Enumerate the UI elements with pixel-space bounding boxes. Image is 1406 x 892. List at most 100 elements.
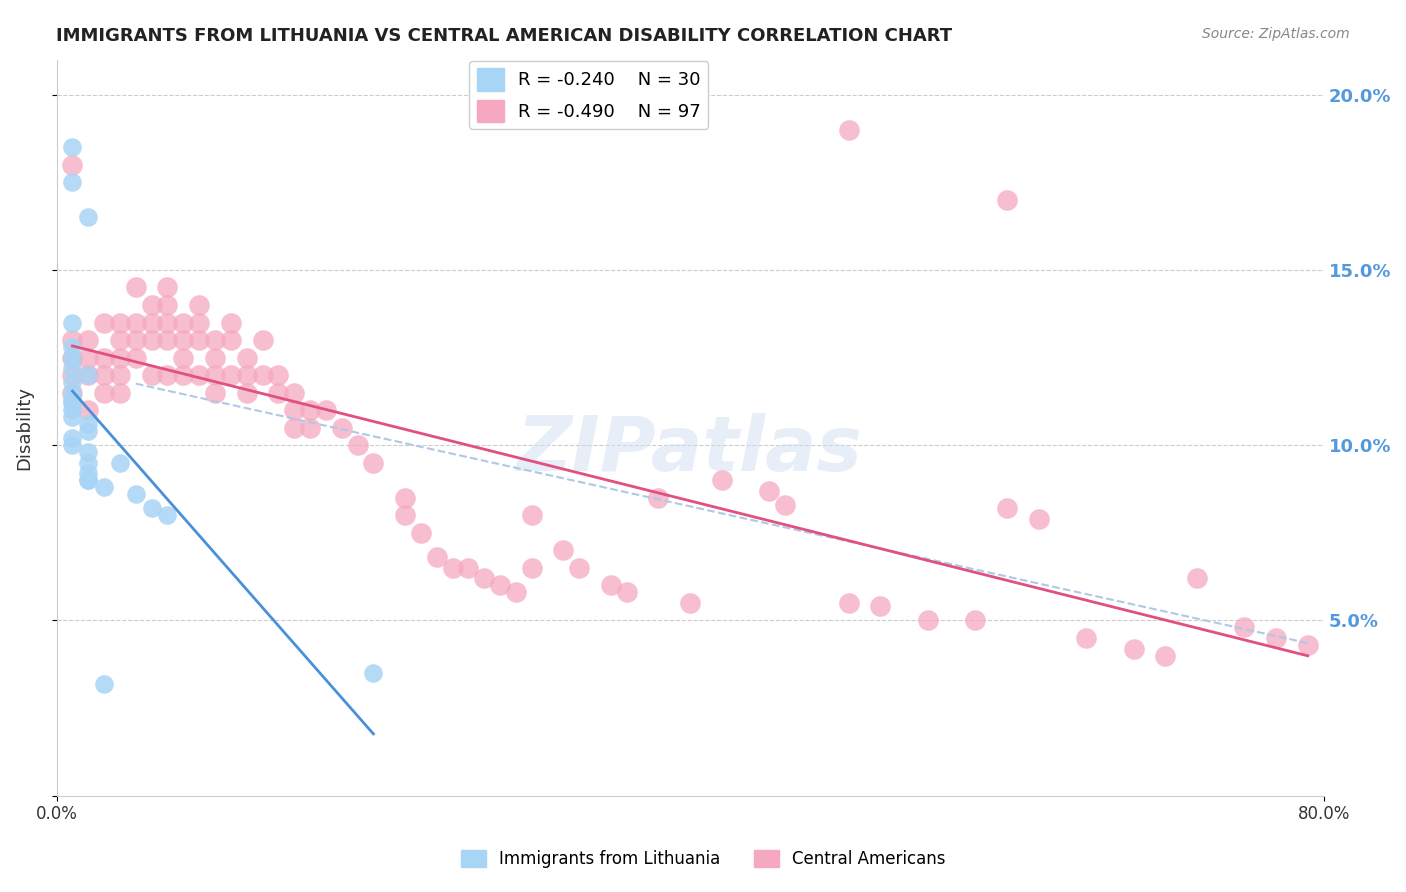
Point xyxy=(172,351,194,365)
Point xyxy=(77,211,100,225)
Point xyxy=(520,508,543,523)
Point xyxy=(426,550,449,565)
Point xyxy=(108,316,131,330)
Point xyxy=(679,596,702,610)
Point xyxy=(298,420,321,434)
Point xyxy=(141,316,163,330)
Point xyxy=(93,676,115,690)
Point xyxy=(108,333,131,347)
Point xyxy=(710,473,733,487)
Point xyxy=(568,561,591,575)
Point xyxy=(62,375,84,389)
Point xyxy=(346,438,368,452)
Point xyxy=(363,666,385,681)
Point xyxy=(394,491,416,505)
Point xyxy=(62,158,84,172)
Text: ZIPatlas: ZIPatlas xyxy=(517,413,863,487)
Point xyxy=(62,140,84,154)
Point xyxy=(62,175,84,189)
Point xyxy=(204,368,226,383)
Point xyxy=(204,385,226,400)
Point xyxy=(108,385,131,400)
Point xyxy=(394,508,416,523)
Point xyxy=(77,456,100,470)
Point xyxy=(108,368,131,383)
Point xyxy=(141,368,163,383)
Point xyxy=(1185,571,1208,585)
Point xyxy=(995,193,1018,207)
Point xyxy=(172,368,194,383)
Point xyxy=(1265,631,1288,645)
Point xyxy=(77,368,100,383)
Text: Source: ZipAtlas.com: Source: ZipAtlas.com xyxy=(1202,27,1350,41)
Point xyxy=(489,578,512,592)
Point xyxy=(188,368,211,383)
Point xyxy=(62,431,84,445)
Point xyxy=(188,298,211,312)
Point xyxy=(600,578,623,592)
Point xyxy=(108,351,131,365)
Point xyxy=(505,585,527,599)
Point xyxy=(125,280,148,294)
Point xyxy=(172,316,194,330)
Point xyxy=(156,333,179,347)
Point xyxy=(995,501,1018,516)
Point xyxy=(125,333,148,347)
Point xyxy=(520,561,543,575)
Point xyxy=(62,368,84,383)
Point xyxy=(77,473,100,487)
Point xyxy=(647,491,669,505)
Point xyxy=(93,385,115,400)
Point xyxy=(235,368,257,383)
Point xyxy=(77,333,100,347)
Point xyxy=(62,351,84,365)
Point xyxy=(62,340,84,354)
Legend: Immigrants from Lithuania, Central Americans: Immigrants from Lithuania, Central Ameri… xyxy=(454,843,952,875)
Point xyxy=(457,561,479,575)
Point xyxy=(298,403,321,417)
Point xyxy=(93,316,115,330)
Point xyxy=(125,351,148,365)
Point xyxy=(156,368,179,383)
Point xyxy=(77,403,100,417)
Point xyxy=(172,333,194,347)
Point xyxy=(156,280,179,294)
Point xyxy=(758,483,780,498)
Point xyxy=(965,614,987,628)
Point xyxy=(409,525,432,540)
Point xyxy=(773,498,796,512)
Point xyxy=(62,392,84,407)
Point xyxy=(267,385,290,400)
Point xyxy=(252,333,274,347)
Point xyxy=(204,351,226,365)
Point xyxy=(62,410,84,425)
Point xyxy=(93,351,115,365)
Point xyxy=(156,316,179,330)
Point xyxy=(330,420,353,434)
Point xyxy=(188,316,211,330)
Point xyxy=(156,508,179,523)
Point xyxy=(283,385,305,400)
Point xyxy=(62,438,84,452)
Point xyxy=(62,351,84,365)
Point xyxy=(283,403,305,417)
Point xyxy=(77,424,100,438)
Point xyxy=(77,473,100,487)
Point xyxy=(77,368,100,383)
Point xyxy=(156,298,179,312)
Point xyxy=(1233,620,1256,634)
Point xyxy=(62,361,84,376)
Point xyxy=(77,351,100,365)
Point xyxy=(1154,648,1177,663)
Point xyxy=(553,543,575,558)
Text: IMMIGRANTS FROM LITHUANIA VS CENTRAL AMERICAN DISABILITY CORRELATION CHART: IMMIGRANTS FROM LITHUANIA VS CENTRAL AME… xyxy=(56,27,952,45)
Point xyxy=(1296,638,1319,652)
Point xyxy=(869,599,891,614)
Point xyxy=(141,298,163,312)
Point xyxy=(77,417,100,432)
Point xyxy=(1122,641,1144,656)
Point xyxy=(219,368,242,383)
Point xyxy=(108,456,131,470)
Y-axis label: Disability: Disability xyxy=(15,385,32,470)
Point xyxy=(93,368,115,383)
